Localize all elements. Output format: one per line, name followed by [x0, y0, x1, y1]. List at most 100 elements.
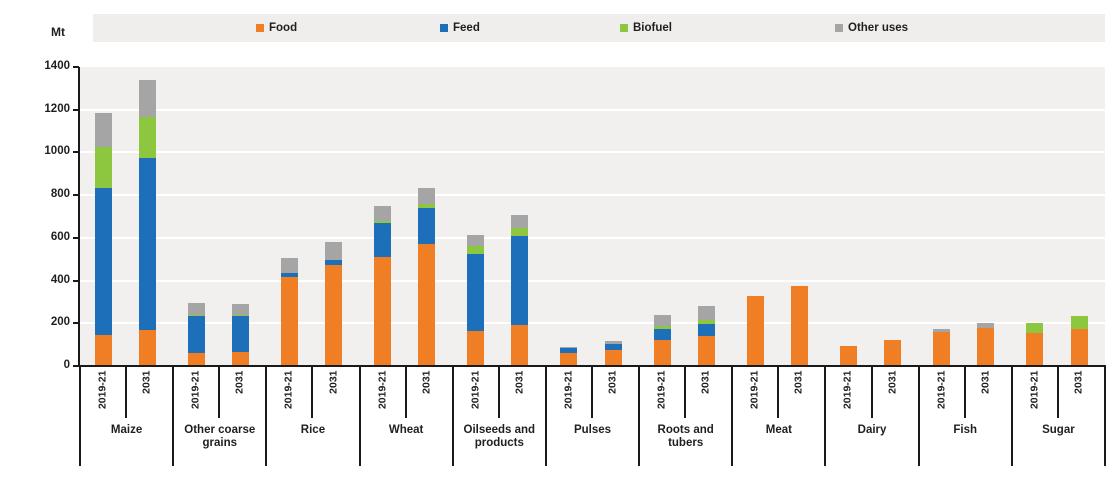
- gridline: [80, 236, 1105, 239]
- bar-segment-feed: [325, 260, 343, 265]
- x-axis-period-label: 2031: [699, 370, 712, 394]
- x-axis-period-label: 2019-21: [282, 370, 295, 410]
- bar-segment-biofuel: [653, 326, 671, 329]
- bar-segment-feed: [231, 315, 249, 353]
- x-axis-period-label: 2019-21: [748, 370, 761, 410]
- category-label: Sugar: [1042, 424, 1075, 436]
- category-separator-line: [824, 366, 827, 466]
- category-label: Pulses: [573, 424, 612, 436]
- bar-separator-tick: [404, 366, 407, 418]
- bar-separator-tick: [218, 366, 221, 418]
- y-axis-tick-label: 200: [50, 316, 70, 329]
- bar-segment-biofuel: [94, 147, 112, 188]
- category-separator-line: [265, 366, 268, 466]
- legend-label: Food: [269, 22, 298, 34]
- legend-swatch-icon: [835, 24, 843, 32]
- bar-segment-feed: [467, 253, 485, 331]
- legend-item-food: Food: [256, 14, 297, 42]
- category-separator-line: [79, 366, 81, 466]
- y-axis-tick-label: 400: [50, 273, 70, 286]
- bar-segment-other-uses: [94, 112, 112, 148]
- bar-segment-food: [884, 340, 902, 366]
- x-axis-period-label: 2019-21: [96, 370, 109, 410]
- bar-segment-other-uses: [231, 304, 249, 315]
- x-axis-period-label: 2031: [513, 370, 526, 394]
- x-axis-period-label: 2031: [886, 370, 899, 394]
- category-label: Roots and tubers: [657, 424, 714, 449]
- category-separator-line: [544, 366, 547, 466]
- bar-segment-food: [653, 340, 671, 366]
- bar-segment-food: [187, 353, 205, 366]
- y-axis-tick: [73, 151, 79, 154]
- bar-segment-food: [933, 331, 951, 366]
- y-axis-tick: [73, 365, 79, 367]
- x-axis-period-label: 2019-21: [562, 370, 575, 410]
- bar-separator-tick: [1056, 366, 1059, 418]
- bar-segment-feed: [138, 157, 156, 330]
- y-axis-tick: [73, 194, 79, 197]
- x-axis-period-label: 2031: [606, 370, 619, 394]
- bar-segment-feed: [653, 328, 671, 341]
- category-separator-line: [358, 366, 361, 466]
- category-label: Dairy: [857, 424, 887, 436]
- x-axis-period-label: 2019-21: [376, 370, 389, 410]
- bar-segment-biofuel: [1070, 315, 1088, 329]
- category-separator-line: [1104, 366, 1106, 466]
- x-axis-period-label: 2019-21: [189, 370, 202, 410]
- y-axis-tick-label: 1000: [44, 145, 70, 158]
- bar-segment-feed: [94, 187, 112, 336]
- gridline: [80, 151, 1105, 154]
- bar-segment-biofuel: [418, 203, 436, 208]
- legend-item-biofuel: Biofuel: [620, 14, 672, 42]
- bar-segment-food: [746, 295, 764, 366]
- category-label: Oilseeds and products: [463, 424, 536, 449]
- category-label: Other coarse grains: [184, 424, 256, 449]
- category-separator-line: [1010, 366, 1013, 466]
- bar-segment-other-uses: [467, 234, 485, 247]
- y-axis-tick: [73, 279, 79, 282]
- category-separator-line: [451, 366, 454, 466]
- x-axis-period-label: 2031: [1072, 370, 1085, 394]
- y-axis-line: [78, 67, 80, 367]
- bar-segment-other-uses: [560, 346, 578, 348]
- y-axis-tick: [73, 236, 79, 239]
- bar-segment-other-uses: [977, 323, 995, 328]
- bar-segment-biofuel: [511, 228, 529, 236]
- bar-segment-food: [325, 264, 343, 366]
- legend-swatch-icon: [620, 24, 628, 32]
- bar-segment-other-uses: [418, 187, 436, 204]
- legend-swatch-icon: [440, 24, 448, 32]
- category-label: Rice: [300, 424, 326, 436]
- bar-segment-food: [418, 244, 436, 366]
- y-axis-tick-label: 1400: [44, 60, 70, 72]
- bar-segment-food: [697, 336, 715, 366]
- bar-separator-tick: [870, 366, 873, 418]
- bar-segment-food: [790, 285, 808, 366]
- y-axis-tick: [73, 66, 79, 68]
- x-axis-period-label: 2031: [420, 370, 433, 394]
- bar-segment-food: [374, 257, 392, 366]
- category-separator-line: [172, 366, 175, 466]
- bar-separator-tick: [125, 366, 128, 418]
- x-axis-period-label: 2031: [140, 370, 153, 394]
- bar-segment-food: [977, 327, 995, 366]
- x-axis-period-label: 2031: [327, 370, 340, 394]
- x-axis-period-label: 2031: [233, 370, 246, 394]
- bar-segment-food: [560, 353, 578, 366]
- x-axis-period-label: 2019-21: [1028, 370, 1041, 410]
- x-axis-period-label: 2019-21: [655, 370, 668, 410]
- bar-segment-other-uses: [187, 302, 205, 315]
- bar-segment-food: [1070, 328, 1088, 366]
- bar-segment-biofuel: [187, 314, 205, 316]
- bar-segment-feed: [560, 347, 578, 354]
- y-axis-tick-label: 600: [50, 230, 70, 243]
- bar-segment-biofuel: [138, 117, 156, 158]
- category-separator-line: [638, 366, 641, 466]
- bar-segment-feed: [418, 207, 436, 245]
- bar-segment-other-uses: [511, 215, 529, 229]
- y-axis-tick: [73, 108, 79, 111]
- chart-legend: Food Feed Biofuel Other uses: [93, 14, 1105, 42]
- bar-segment-feed: [187, 315, 205, 354]
- bar-segment-food: [138, 329, 156, 366]
